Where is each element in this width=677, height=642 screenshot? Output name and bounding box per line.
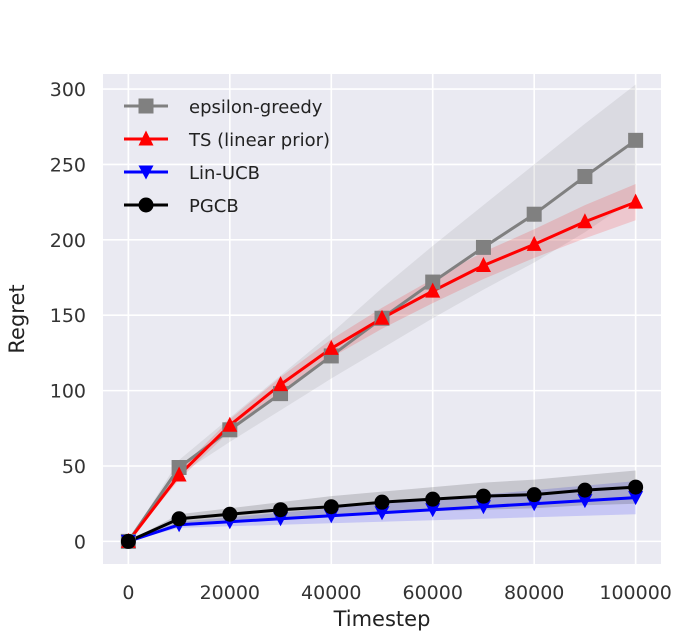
pgcb-point	[374, 494, 390, 510]
ts-linear-prior-point	[628, 193, 644, 209]
pgcb-point	[475, 488, 491, 504]
y-axis-ticks: 0 50 100 150 200 250 300	[50, 79, 86, 553]
legend-label: PGCB	[189, 196, 239, 217]
y-tick-label: 300	[50, 79, 86, 101]
legend-label: TS (linear prior)	[188, 130, 330, 151]
y-axis-label: Regret	[5, 284, 29, 353]
x-axis-ticks: 0 20000 40000 60000 80000 100000	[122, 582, 672, 604]
pgcb-legend-marker	[138, 197, 154, 213]
pgcb-point	[577, 482, 593, 498]
x-tick-label: 80000	[504, 582, 564, 604]
pgcb-point	[171, 511, 187, 527]
epsilon-greedy-point	[577, 169, 593, 185]
pgcb-point	[273, 502, 289, 518]
series-markers	[120, 132, 644, 549]
lin-ucb-point	[475, 500, 491, 515]
lin-ucb-point	[577, 494, 593, 509]
legend: epsilon-greedy TS (linear prior) Lin-UCB PG…	[124, 97, 330, 217]
legend-label: Lin-UCB	[189, 163, 260, 184]
ts-linear-prior-point	[577, 213, 593, 229]
lin-ucb-point	[374, 506, 390, 521]
pgcb-point	[628, 479, 644, 495]
epsilon-greedy-legend-marker	[138, 98, 154, 114]
ts-linear-prior-point	[526, 235, 542, 251]
epsilon-greedy-point	[425, 274, 441, 290]
legend-label: epsilon-greedy	[189, 97, 323, 118]
y-tick-label: 250	[50, 154, 86, 176]
ts-linear-prior-point	[273, 376, 289, 392]
x-tick-label: 40000	[301, 582, 361, 604]
y-tick-label: 200	[50, 230, 86, 252]
epsilon-greedy-point	[475, 239, 491, 255]
lin-ucb-point	[425, 503, 441, 518]
pgcb-point	[120, 533, 136, 549]
ts-linear-prior-point	[475, 256, 491, 272]
ts-linear-prior-point	[323, 339, 339, 355]
pgcb-point	[323, 499, 339, 515]
epsilon-greedy-point	[526, 206, 542, 222]
pgcb-point	[222, 506, 238, 522]
epsilon-greedy-point	[628, 132, 644, 148]
ts-linear-prior-point	[171, 466, 187, 482]
x-tick-label: 0	[122, 582, 134, 604]
y-tick-label: 100	[50, 381, 86, 403]
y-tick-label: 50	[62, 456, 86, 478]
pgcb-point	[425, 491, 441, 507]
pgcb-point	[526, 487, 542, 503]
x-axis-label: Timestep	[333, 607, 431, 631]
ts-linear-prior-point	[425, 282, 441, 298]
y-tick-label: 0	[74, 531, 86, 553]
ts-linear-prior-point	[222, 416, 238, 432]
y-tick-label: 150	[50, 305, 86, 327]
x-tick-label: 100000	[599, 582, 672, 604]
lin-ucb-legend-marker	[138, 165, 154, 180]
lin-ucb-point	[628, 491, 644, 506]
ts-linear-prior-legend-marker	[138, 130, 154, 146]
ts-linear-prior-point	[374, 309, 390, 325]
x-tick-label: 60000	[403, 582, 463, 604]
x-tick-label: 20000	[200, 582, 260, 604]
